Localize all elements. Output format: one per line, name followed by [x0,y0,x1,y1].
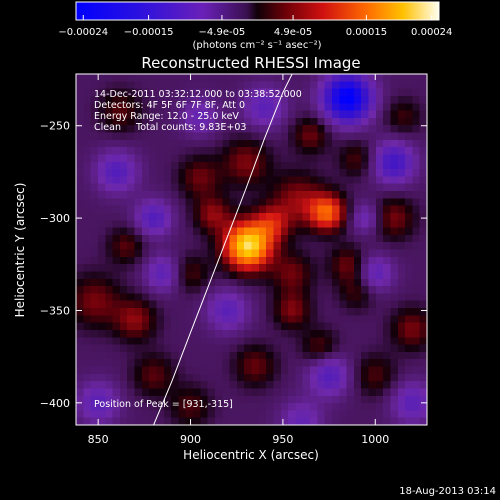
plot-frame [75,73,428,426]
x-tick-label: 950 [272,433,293,446]
colorbar-ticks: −0.00024 −0.00015 −4.9e-05 4.9e-05 0.00015 0.… [58,15,452,38]
y-tick-label: −400 [40,397,70,410]
plot-area: 850 900 950 1000 −400 −350 −300 −250 [40,73,428,446]
y-tick-label: −250 [40,120,70,133]
x-axis-ticks: 850 900 950 1000 [88,74,389,446]
solar-limb-line [153,74,293,425]
render-timestamp: 18-Aug-2013 03:14 [399,486,496,497]
heatmap-image [76,74,427,425]
annotation-energy-range: Energy Range: 12.0 - 25.0 keV [94,111,239,122]
peak-position-label: Position of Peak = [931,-315] [94,399,233,410]
plot-title: Reconstructed RHESSI Image [141,54,360,72]
x-tick-label: 850 [88,433,109,446]
x-tick-label: 1000 [361,433,389,446]
y-tick-label: −350 [40,304,70,317]
annotation-time-range: 14-Dec-2011 03:32:12.000 to 03:38:52.000 [94,89,302,100]
colorbar-tick-label: −4.9e-05 [199,27,246,38]
x-tick-label: 900 [180,433,201,446]
colorbar-tick-label: 4.9e-05 [274,27,312,38]
annotation-clean-counts: Clean Total counts: 9.83E+03 [94,122,246,133]
y-axis-title: Heliocentric Y (arcsec) [13,183,27,318]
colorbar-tick-label: −0.00024 [58,27,108,38]
y-tick-label: −300 [40,212,70,225]
annotation-detectors: Detectors: 4F 5F 6F 7F 8F, Att 0 [94,100,245,111]
annotation-block: 14-Dec-2011 03:32:12.000 to 03:38:52.000… [94,89,302,410]
colorbar-tick-label: 0.00024 [411,27,452,38]
colorbar: −0.00024 −0.00015 −4.9e-05 4.9e-05 0.00015 0.… [58,1,452,51]
x-axis-title: Heliocentric X (arcsec) [183,448,319,462]
colorbar-tick-label: 0.00015 [346,27,387,38]
colorbar-tick-label: −0.00015 [124,27,174,38]
colorbar-gradient [75,1,440,21]
colorbar-unit-label: (photons cm⁻² s⁻¹ asec⁻²) [192,40,321,51]
y-axis-ticks: −400 −350 −300 −250 [40,120,427,410]
